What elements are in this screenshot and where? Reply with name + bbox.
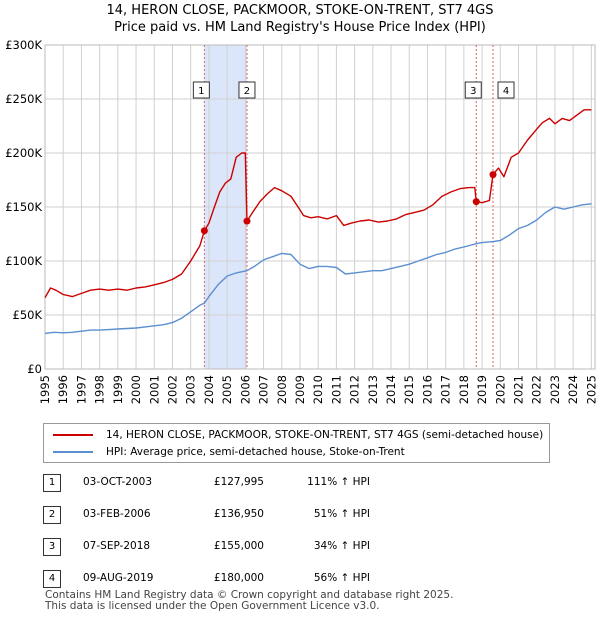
- y-tick-label: £200K: [5, 146, 42, 160]
- x-tick-label: 2001: [147, 375, 161, 404]
- x-tick-label: 2019: [475, 375, 489, 404]
- legend-label-property: 14, HERON CLOSE, PACKMOOR, STOKE-ON-TREN…: [106, 429, 544, 441]
- sale-label-box: [464, 81, 482, 99]
- transaction-price: £155,000: [213, 540, 264, 552]
- sale-label: 3: [470, 86, 476, 97]
- x-tick-label: 2009: [293, 375, 307, 404]
- transaction-hpi-change: 111% ↑ HPI: [307, 476, 370, 488]
- x-tick-label: 1999: [111, 375, 125, 404]
- transaction-date: 03-FEB-2006: [83, 508, 151, 520]
- transaction-number: 3: [43, 538, 61, 556]
- table-row: 4 09-AUG-2019 £180,000 56% ↑ HPI: [43, 570, 548, 590]
- x-tick-label: 2000: [129, 375, 143, 404]
- x-tick-label: 2017: [439, 375, 453, 404]
- transaction-number: 4: [43, 570, 61, 588]
- x-tick-label: 2011: [329, 375, 343, 404]
- legend-swatch-property: [53, 434, 93, 436]
- transaction-price: £127,995: [213, 476, 264, 488]
- footer-licence: This data is licensed under the Open Gov…: [45, 600, 380, 612]
- x-tick-label: 1996: [56, 375, 70, 404]
- transaction-hpi-change: 56% ↑ HPI: [313, 572, 370, 584]
- footer: Contains HM Land Registry data © Crown c…: [45, 590, 453, 612]
- transaction-number: 2: [43, 506, 61, 524]
- table-row: 1 03-OCT-2003 £127,995 111% ↑ HPI: [43, 474, 548, 494]
- sale-label-box: [497, 81, 515, 99]
- sale-point: [472, 198, 480, 206]
- series-line-hpi: [44, 203, 592, 335]
- x-tick-label: 2018: [457, 375, 471, 404]
- transaction-price: £180,000: [213, 572, 264, 584]
- legend: 14, HERON CLOSE, PACKMOOR, STOKE-ON-TREN…: [43, 423, 550, 463]
- x-tick-label: 1997: [74, 375, 88, 404]
- x-tick-label: 2016: [420, 375, 434, 404]
- x-tick-label: 1995: [38, 375, 52, 404]
- x-tick-label: 2003: [184, 375, 198, 404]
- x-tick-label: 2024: [566, 375, 580, 404]
- x-tick-label: 2021: [512, 375, 526, 404]
- x-tick-label: 2023: [548, 375, 562, 404]
- sale-point: [489, 171, 497, 179]
- transaction-price: £136,950: [213, 508, 264, 520]
- y-tick-label: £250K: [5, 92, 42, 106]
- table-row: 2 03-FEB-2006 £136,950 51% ↑ HPI: [43, 506, 548, 526]
- legend-item-property: 14, HERON CLOSE, PACKMOOR, STOKE-ON-TREN…: [53, 427, 543, 443]
- sale-label: 2: [244, 86, 250, 97]
- chart-subtitle: Price paid vs. HM Land Registry's House …: [114, 20, 486, 35]
- transaction-hpi-change: 51% ↑ HPI: [313, 508, 370, 520]
- x-tick-label: 2020: [493, 375, 507, 404]
- x-tick-label: 2007: [257, 375, 271, 404]
- x-tick-label: 2014: [384, 375, 398, 404]
- x-tick-label: 2022: [530, 375, 544, 404]
- transaction-number: 1: [43, 474, 61, 492]
- x-tick-label: 2004: [202, 375, 216, 404]
- sale-label-box: [238, 81, 256, 99]
- transaction-date: 07-SEP-2018: [83, 540, 151, 552]
- legend-item-hpi: HPI: Average price, semi-detached house,…: [53, 444, 405, 460]
- x-tick-label: 2002: [165, 375, 179, 404]
- plot-frame: [44, 44, 596, 370]
- y-tick-label: £150K: [5, 200, 42, 214]
- y-tick-label: £100K: [5, 254, 42, 268]
- legend-swatch-hpi: [53, 451, 93, 453]
- sale-label: 1: [198, 86, 204, 97]
- y-tick-label: £0: [27, 362, 42, 376]
- transaction-date: 09-AUG-2019: [83, 572, 154, 584]
- y-tick-label: £50K: [13, 308, 43, 322]
- x-tick-label: 2013: [366, 375, 380, 404]
- x-tick-label: 2012: [348, 375, 362, 404]
- transaction-hpi-change: 34% ↑ HPI: [313, 540, 370, 552]
- sale-point: [243, 217, 251, 225]
- x-tick-label: 2008: [275, 375, 289, 404]
- legend-label-hpi: HPI: Average price, semi-detached house,…: [106, 446, 405, 458]
- series-line-property: [44, 109, 592, 299]
- chart-title: 14, HERON CLOSE, PACKMOOR, STOKE-ON-TREN…: [106, 3, 494, 18]
- table-row: 3 07-SEP-2018 £155,000 34% ↑ HPI: [43, 538, 548, 558]
- sale-label: 4: [503, 86, 509, 97]
- x-tick-label: 2010: [311, 375, 325, 404]
- x-tick-label: 2005: [220, 375, 234, 404]
- x-tick-label: 1998: [93, 375, 107, 404]
- footer-copyright: Contains HM Land Registry data © Crown c…: [45, 589, 454, 601]
- sale-point: [200, 227, 208, 235]
- x-tick-label: 2025: [584, 375, 598, 404]
- price-chart: 1 2 3 4 £0 £50K £100K £150K £200K £250K £300K 1995 1…: [5, 38, 598, 404]
- transaction-date: 03-OCT-2003: [83, 476, 152, 488]
- x-tick-label: 2015: [402, 375, 416, 404]
- y-tick-label: £300K: [5, 38, 42, 52]
- sale-label-box: [192, 81, 210, 99]
- x-tick-label: 2006: [238, 375, 252, 404]
